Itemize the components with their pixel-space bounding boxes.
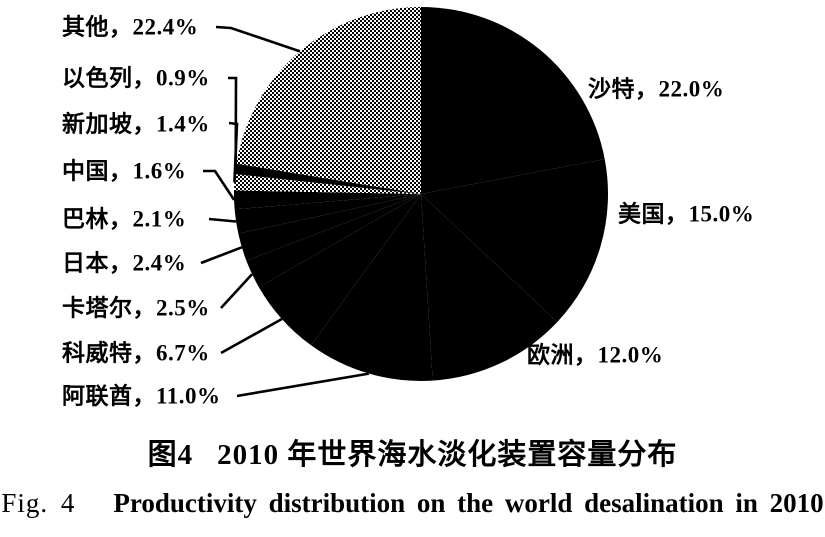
caption-en-title: Productivity distribution on the world d… bbox=[113, 488, 824, 518]
slice-label-kuwait: 科威特，6.7% bbox=[62, 340, 210, 366]
leader-line-china bbox=[203, 169, 236, 201]
caption-en-figure-number: Fig. 4 bbox=[1, 488, 76, 518]
leader-line-uae bbox=[236, 372, 370, 398]
pie-slice-singapore bbox=[234, 174, 421, 194]
pie-chart-area: 其他，22.4% 以色列，0.9% 新加坡，1.4% 中国，1.6% 巴林，2.… bbox=[62, 7, 755, 409]
pie-slice-kuwait bbox=[258, 194, 421, 346]
caption-zh-figure-number: 图4 bbox=[147, 439, 194, 471]
leader-line-japan bbox=[200, 246, 243, 265]
leader-line-others bbox=[215, 25, 301, 53]
pie-slice-qatar bbox=[246, 194, 421, 288]
caption-english: Fig. 4 Productivity distribution on the w… bbox=[0, 487, 825, 519]
slice-label-uae: 阿联酋，11.0% bbox=[62, 383, 221, 409]
leader-line-qatar bbox=[220, 273, 253, 309]
leader-lines-group bbox=[200, 25, 370, 398]
leader-line-bahrain bbox=[208, 217, 237, 223]
pie-chart bbox=[200, 7, 608, 398]
pie-slice-bahrain bbox=[234, 194, 421, 234]
pie-slice-japan bbox=[238, 194, 421, 261]
slice-label-japan: 日本，2.4% bbox=[62, 250, 187, 276]
pie-slice-others bbox=[236, 7, 421, 194]
slice-label-others: 其他，22.4% bbox=[62, 14, 199, 40]
slice-label-qatar: 卡塔尔，2.5% bbox=[62, 295, 210, 321]
slice-label-singapore: 新加坡，1.4% bbox=[62, 111, 210, 137]
caption-zh-title: 2010 年世界海水淡化装置容量分布 bbox=[217, 439, 678, 471]
slice-label-israel: 以色列，0.9% bbox=[62, 65, 210, 91]
slice-label-europe: 欧洲，12.0% bbox=[527, 342, 664, 368]
leader-line-israel bbox=[228, 76, 238, 169]
pie-slices-group bbox=[233, 7, 608, 381]
slice-label-usa: 美国，15.0% bbox=[618, 201, 755, 227]
pie-slice-china bbox=[233, 190, 421, 210]
pie-slice-uae bbox=[311, 194, 433, 381]
slice-label-saudi-arabia: 沙特，22.0% bbox=[588, 76, 725, 102]
caption-chinese: 图4 2010 年世界海水淡化装置容量分布 bbox=[0, 438, 825, 473]
pie-slice-israel bbox=[235, 163, 421, 194]
pie-slice-europe bbox=[421, 194, 558, 381]
leader-line-kuwait bbox=[220, 317, 283, 355]
slice-label-bahrain: 巴林，2.1% bbox=[62, 206, 187, 232]
pie-slice-usa bbox=[421, 159, 608, 322]
pie-slice-saudi-arabia bbox=[421, 7, 605, 194]
slice-label-china: 中国，1.6% bbox=[62, 158, 187, 184]
